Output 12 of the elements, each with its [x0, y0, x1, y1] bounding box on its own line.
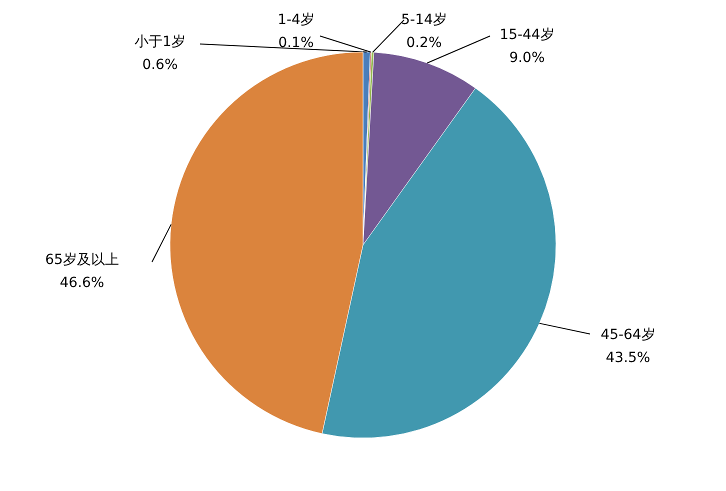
slice-label: 1-4岁 — [278, 12, 314, 28]
slice-label: 5-14岁 — [401, 12, 447, 28]
data-label: 0.1% — [278, 35, 314, 51]
slice-label: 45-64岁 — [600, 327, 656, 343]
data-label: 0.2% — [406, 35, 442, 51]
data-label: 46.6% — [60, 275, 104, 291]
data-label: 9.0% — [509, 50, 545, 66]
data-label: 0.6% — [142, 57, 178, 73]
slice-label: 15-44岁 — [500, 27, 554, 43]
data-label: 43.5% — [606, 350, 650, 366]
slice-label: 小于1岁 — [134, 34, 186, 50]
slice-label: 65岁及以上 — [45, 252, 119, 268]
